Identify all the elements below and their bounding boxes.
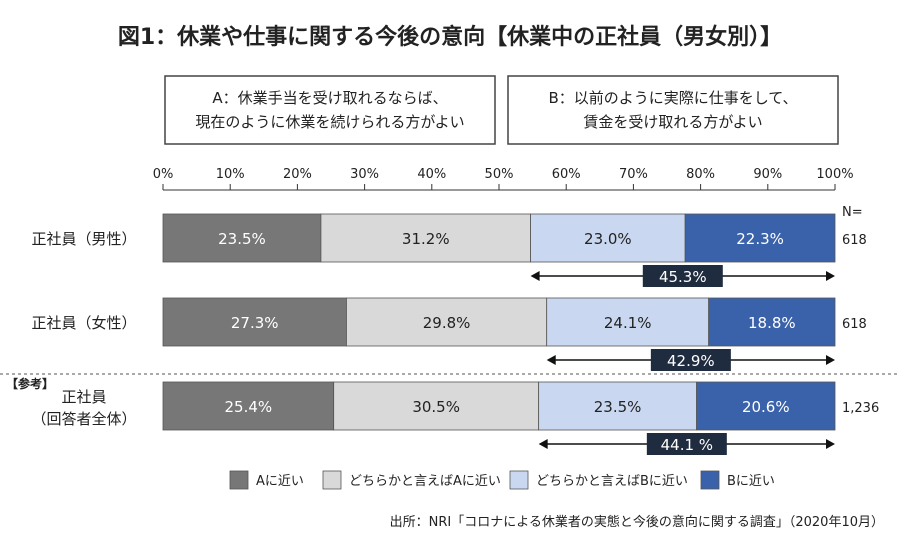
tick-label: 50% [485,167,514,182]
legend-swatch [509,470,529,490]
tick-label: 0% [153,167,174,182]
reference-tag: 【参考】 [6,376,54,391]
legend-label: Bに近い [727,474,775,489]
source-note: 出所：NRI「コロナによる休業者の実態と今後の意向に関する調査」（2020年10… [390,514,884,530]
bar-segment [708,297,836,347]
tick-label: 20% [283,167,312,182]
category-label: （回答者全体） [31,410,136,428]
data-label: 24.1% [604,314,652,332]
tick-label: 100% [816,167,853,182]
x-axis-ticks: 0% 10% 20% 30% 40% 50% 60% 70% 80% 90% 100% [153,167,854,191]
arrow-head [538,439,548,449]
arrow-head [826,355,835,365]
data-label: 29.8% [423,314,471,332]
span-label-bg [650,349,731,371]
legend-swatch [322,470,342,490]
option-box-b: B：以前のように実際に仕事をして、 賃金を受け取れる方がよい [507,75,839,145]
n-header: N= [842,205,863,220]
data-label: 23.5% [218,230,266,248]
arrow-head [826,439,835,449]
option-b-line-2: 賃金を受け取れる方がよい [583,113,762,131]
option-a-line-2: 現在のように休業を続けられる方がよい [195,113,464,131]
bar-segment [320,213,531,263]
category-label: 正社員（男性） [31,230,136,248]
bar-segment [162,213,322,263]
bar-segment [696,381,836,431]
n-value: 618 [842,317,867,332]
category-label: 正社員 [61,388,106,406]
legend-swatch [229,470,249,490]
span-label: 45.3% [659,268,707,286]
data-label: 31.2% [402,230,450,248]
option-a-line-1: A：休業手当を受け取れるならば、 [212,89,447,107]
option-b-line-1: B：以前のように実際に仕事をして、 [548,89,797,107]
tick-label: 30% [350,167,379,182]
legend: Aに近い どちらかと言えばAに近い どちらかと言えばBに近い Bに近い [229,470,775,490]
bars: 正社員（男性） 23.5% 31.2% 23.0% 22.3% 618 45.3% 正社員（女… [31,213,879,455]
data-label: 23.0% [584,230,632,248]
tick-label: 80% [686,167,715,182]
tick-label: 90% [753,167,782,182]
data-label: 18.8% [748,314,796,332]
bar-segment [346,297,548,347]
category-label: 正社員（女性） [31,314,136,332]
data-label: 22.3% [736,230,784,248]
legend-label: どちらかと言えばBに近い [536,474,688,489]
arrow-head [546,355,556,365]
span-label: 42.9% [667,352,715,370]
bar-segment [538,381,697,431]
tick-label: 40% [417,167,446,182]
legend-label: どちらかと言えばAに近い [349,474,501,489]
chart-title: 図1：休業や仕事に関する今後の意向【休業中の正社員（男女別）】 [118,24,782,50]
data-label: 25.4% [225,398,273,416]
tick-label: 60% [552,167,581,182]
data-label: 23.5% [594,398,642,416]
arrow-head [826,271,835,281]
n-value: 1,236 [842,401,879,416]
legend-swatch [700,470,720,490]
bar-segment [162,381,335,431]
data-label: 20.6% [742,398,790,416]
arrow-head [530,271,540,281]
legend-label: Aに近い [256,474,304,489]
span-label: 44.1 % [661,436,713,454]
bar-segment [530,213,686,263]
bar-segment [684,213,836,263]
data-label: 27.3% [231,314,279,332]
data-label: 30.5% [412,398,460,416]
bar-segment [546,297,710,347]
span-label-bg [646,433,727,455]
span-label-bg [642,265,723,287]
option-box-a: A：休業手当を受け取れるならば、 現在のように休業を続けられる方がよい [164,75,496,145]
tick-label: 10% [216,167,245,182]
bar-segment [333,381,540,431]
n-value: 618 [842,233,867,248]
tick-label: 70% [619,167,648,182]
